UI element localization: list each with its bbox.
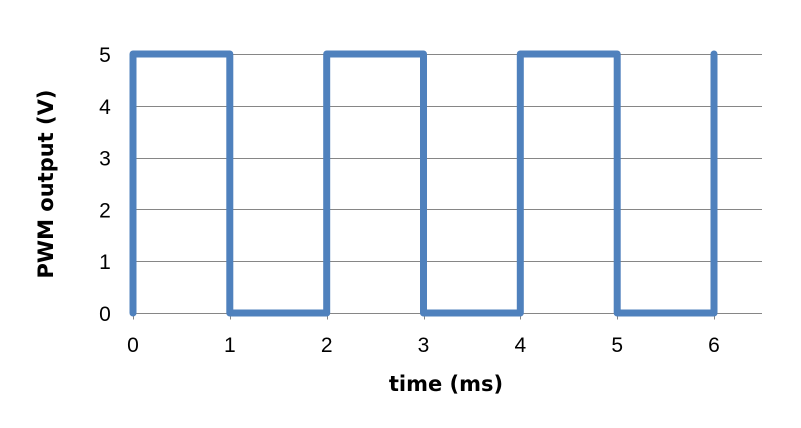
x-tick-label-4: 4 <box>514 334 526 357</box>
x-tick-label-2: 2 <box>321 334 333 357</box>
x-tick-label-0: 0 <box>127 334 139 357</box>
pwm-series-line <box>133 54 714 313</box>
x-tick-label-3: 3 <box>418 334 430 357</box>
y-tick-label-2: 2 <box>99 199 111 222</box>
y-axis-title: PWM output (V) <box>34 90 58 279</box>
x-tick-label-5: 5 <box>611 334 623 357</box>
x-axis-title: time (ms) <box>389 372 503 396</box>
y-tick-label-4: 4 <box>99 96 111 119</box>
y-tick-label-0: 0 <box>99 303 111 326</box>
y-tick-labels: 0 1 2 3 4 5 <box>99 44 111 326</box>
y-tick-label-1: 1 <box>99 251 111 274</box>
x-tick-label-6: 6 <box>708 334 720 357</box>
y-tick-label-3: 3 <box>99 148 111 171</box>
x-tick-labels: 0 1 2 3 4 5 6 <box>127 334 720 357</box>
y-tick-label-5: 5 <box>99 44 111 67</box>
x-tick-label-1: 1 <box>224 334 236 357</box>
series-layer <box>133 54 714 313</box>
